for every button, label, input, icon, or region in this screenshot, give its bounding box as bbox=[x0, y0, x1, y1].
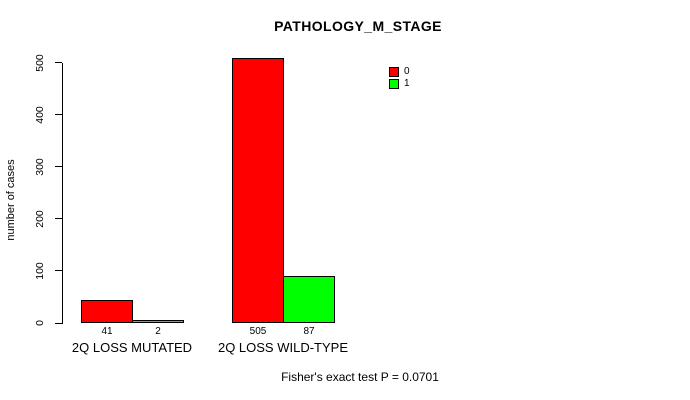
y-axis-title: number of cases bbox=[5, 159, 17, 241]
legend-row: 0 bbox=[389, 66, 410, 78]
legend-row: 1 bbox=[389, 78, 410, 90]
y-tick-label: 300 bbox=[33, 158, 46, 176]
legend-label: 0 bbox=[404, 66, 410, 77]
y-axis-tick bbox=[55, 270, 62, 271]
bar-value-label: 41 bbox=[101, 326, 113, 337]
y-tick-label: 500 bbox=[33, 54, 46, 72]
y-axis-tick bbox=[55, 62, 62, 63]
y-tick-label: 0 bbox=[33, 320, 46, 326]
y-axis-tick bbox=[55, 166, 62, 167]
bar bbox=[81, 300, 133, 323]
y-axis-tick bbox=[55, 218, 62, 219]
y-tick-label: 400 bbox=[33, 106, 46, 124]
bar-value-label: 87 bbox=[303, 326, 315, 337]
legend-label: 1 bbox=[404, 78, 410, 89]
y-tick-label: 200 bbox=[33, 210, 46, 228]
chart-title: PATHOLOGY_M_STAGE bbox=[274, 18, 442, 34]
y-axis-line bbox=[62, 63, 63, 324]
y-axis-tick bbox=[55, 323, 62, 324]
bar-value-label: 505 bbox=[249, 326, 267, 337]
bar bbox=[283, 276, 335, 323]
bar bbox=[132, 320, 184, 323]
bar bbox=[232, 58, 284, 323]
y-tick-label: 100 bbox=[33, 262, 46, 280]
annotation-text: Fisher's exact test P = 0.0701 bbox=[281, 370, 439, 384]
y-axis-tick bbox=[55, 114, 62, 115]
legend-swatch bbox=[389, 79, 399, 89]
legend-swatch bbox=[389, 67, 399, 77]
x-category-label: 2Q LOSS MUTATED bbox=[71, 340, 193, 355]
bar-value-label: 2 bbox=[155, 326, 161, 337]
x-category-label: 2Q LOSS WILD-TYPE bbox=[217, 340, 349, 355]
